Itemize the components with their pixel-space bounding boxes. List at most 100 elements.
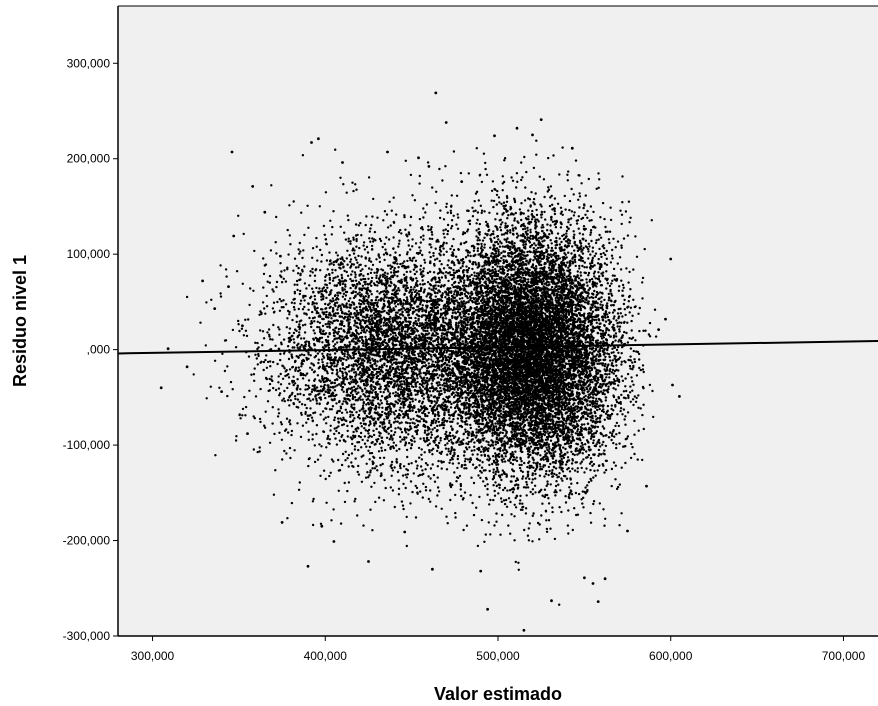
data-point-3246: [326, 372, 328, 374]
data-point-4101: [346, 457, 348, 459]
data-point-3077: [347, 353, 349, 355]
data-point-2516: [394, 267, 396, 269]
data-point-3885: [378, 342, 380, 344]
data-point-4950: [346, 257, 348, 259]
data-point-4073: [291, 319, 293, 321]
data-point-4276: [408, 324, 410, 326]
data-point-4222: [320, 308, 322, 310]
data-point-814: [408, 463, 410, 465]
data-point-2157: [220, 295, 222, 297]
data-point-796: [436, 292, 438, 294]
data-point-1529: [395, 334, 397, 336]
data-point-4536: [446, 233, 448, 235]
data-point-2488: [406, 545, 408, 547]
data-point-3560: [436, 399, 438, 401]
data-point-4873: [379, 345, 381, 347]
data-point-3776: [429, 337, 431, 339]
data-point-3073: [235, 435, 237, 437]
data-point-1149: [496, 203, 498, 205]
data-point-4876: [402, 314, 404, 316]
data-point-2686: [417, 353, 419, 355]
data-point-4707: [316, 302, 318, 304]
data-point-3508: [250, 374, 252, 376]
data-point-3080: [415, 260, 417, 262]
data-point-777: [435, 361, 437, 363]
data-point-1430: [418, 343, 420, 345]
data-point-2588: [383, 322, 385, 324]
data-point-4080: [363, 371, 365, 373]
data-point-3727: [365, 446, 367, 448]
data-point-65: [269, 360, 271, 362]
data-point-4132: [476, 453, 478, 455]
data-point-648: [375, 428, 377, 430]
data-point-1721: [408, 291, 410, 293]
data-point-4017: [419, 490, 421, 492]
data-point-1955: [413, 331, 415, 333]
data-point-3092: [452, 435, 454, 437]
data-point-805: [445, 271, 447, 273]
data-point-4991: [383, 375, 385, 377]
data-point-4326: [276, 281, 278, 283]
data-point-4182: [303, 345, 305, 347]
data-point-3540: [384, 248, 386, 250]
data-point-4510: [411, 350, 413, 352]
data-point-4060: [317, 352, 319, 354]
data-point-730: [259, 421, 261, 423]
data-point-2994: [379, 318, 381, 320]
data-point-4674: [369, 423, 371, 425]
data-point-2020: [430, 226, 432, 228]
data-point-4532: [455, 480, 457, 482]
data-point-1364: [388, 420, 390, 422]
data-point-4098: [378, 253, 380, 255]
data-point-2355: [354, 498, 356, 500]
data-point-4213: [418, 315, 420, 317]
data-point-2784: [333, 335, 335, 337]
data-point-4511: [307, 418, 309, 420]
data-point-1697: [355, 411, 357, 413]
data-point-1863: [334, 330, 336, 332]
data-point-3075: [448, 440, 450, 442]
data-point-192: [243, 396, 245, 398]
data-point-871: [326, 243, 328, 245]
data-point-3704: [362, 362, 364, 364]
data-point-3455: [297, 343, 299, 345]
data-point-1066: [346, 411, 348, 413]
data-point-4119: [435, 374, 437, 376]
data-point-4347: [424, 261, 426, 263]
data-point-3812: [385, 332, 387, 334]
data-point-3285: [373, 424, 375, 426]
data-point-4959: [341, 403, 343, 405]
data-point-4144: [417, 424, 419, 426]
data-point-2091: [283, 269, 285, 271]
data-point-4387: [281, 306, 283, 308]
data-point-4732: [275, 389, 277, 391]
data-point-4741: [341, 434, 343, 436]
data-point-3550: [286, 517, 288, 519]
data-point-239: [395, 213, 397, 215]
data-point-4820: [378, 406, 380, 408]
data-point-1383: [329, 353, 331, 355]
data-point-4869: [375, 439, 377, 441]
data-point-4584: [326, 284, 328, 286]
data-point-3158: [427, 161, 429, 163]
data-point-4853: [371, 346, 373, 348]
data-point-3768: [439, 209, 441, 211]
data-point-4638: [278, 348, 280, 350]
data-point-2679: [405, 487, 407, 489]
data-point-3200: [285, 452, 287, 454]
data-point-3328: [383, 317, 385, 319]
data-point-2340: [349, 240, 351, 242]
data-point-2766: [411, 440, 413, 442]
data-point-4242: [296, 321, 298, 323]
data-point-61: [262, 330, 264, 332]
data-point-4197: [312, 420, 314, 422]
data-point-4943: [359, 352, 361, 354]
data-point-621: [440, 308, 442, 310]
data-point-4965: [283, 450, 285, 452]
data-point-4151: [362, 311, 364, 313]
data-point-4963: [428, 349, 430, 351]
data-point-3590: [333, 365, 335, 367]
data-point-4476: [364, 443, 366, 445]
data-point-2911: [263, 337, 265, 339]
